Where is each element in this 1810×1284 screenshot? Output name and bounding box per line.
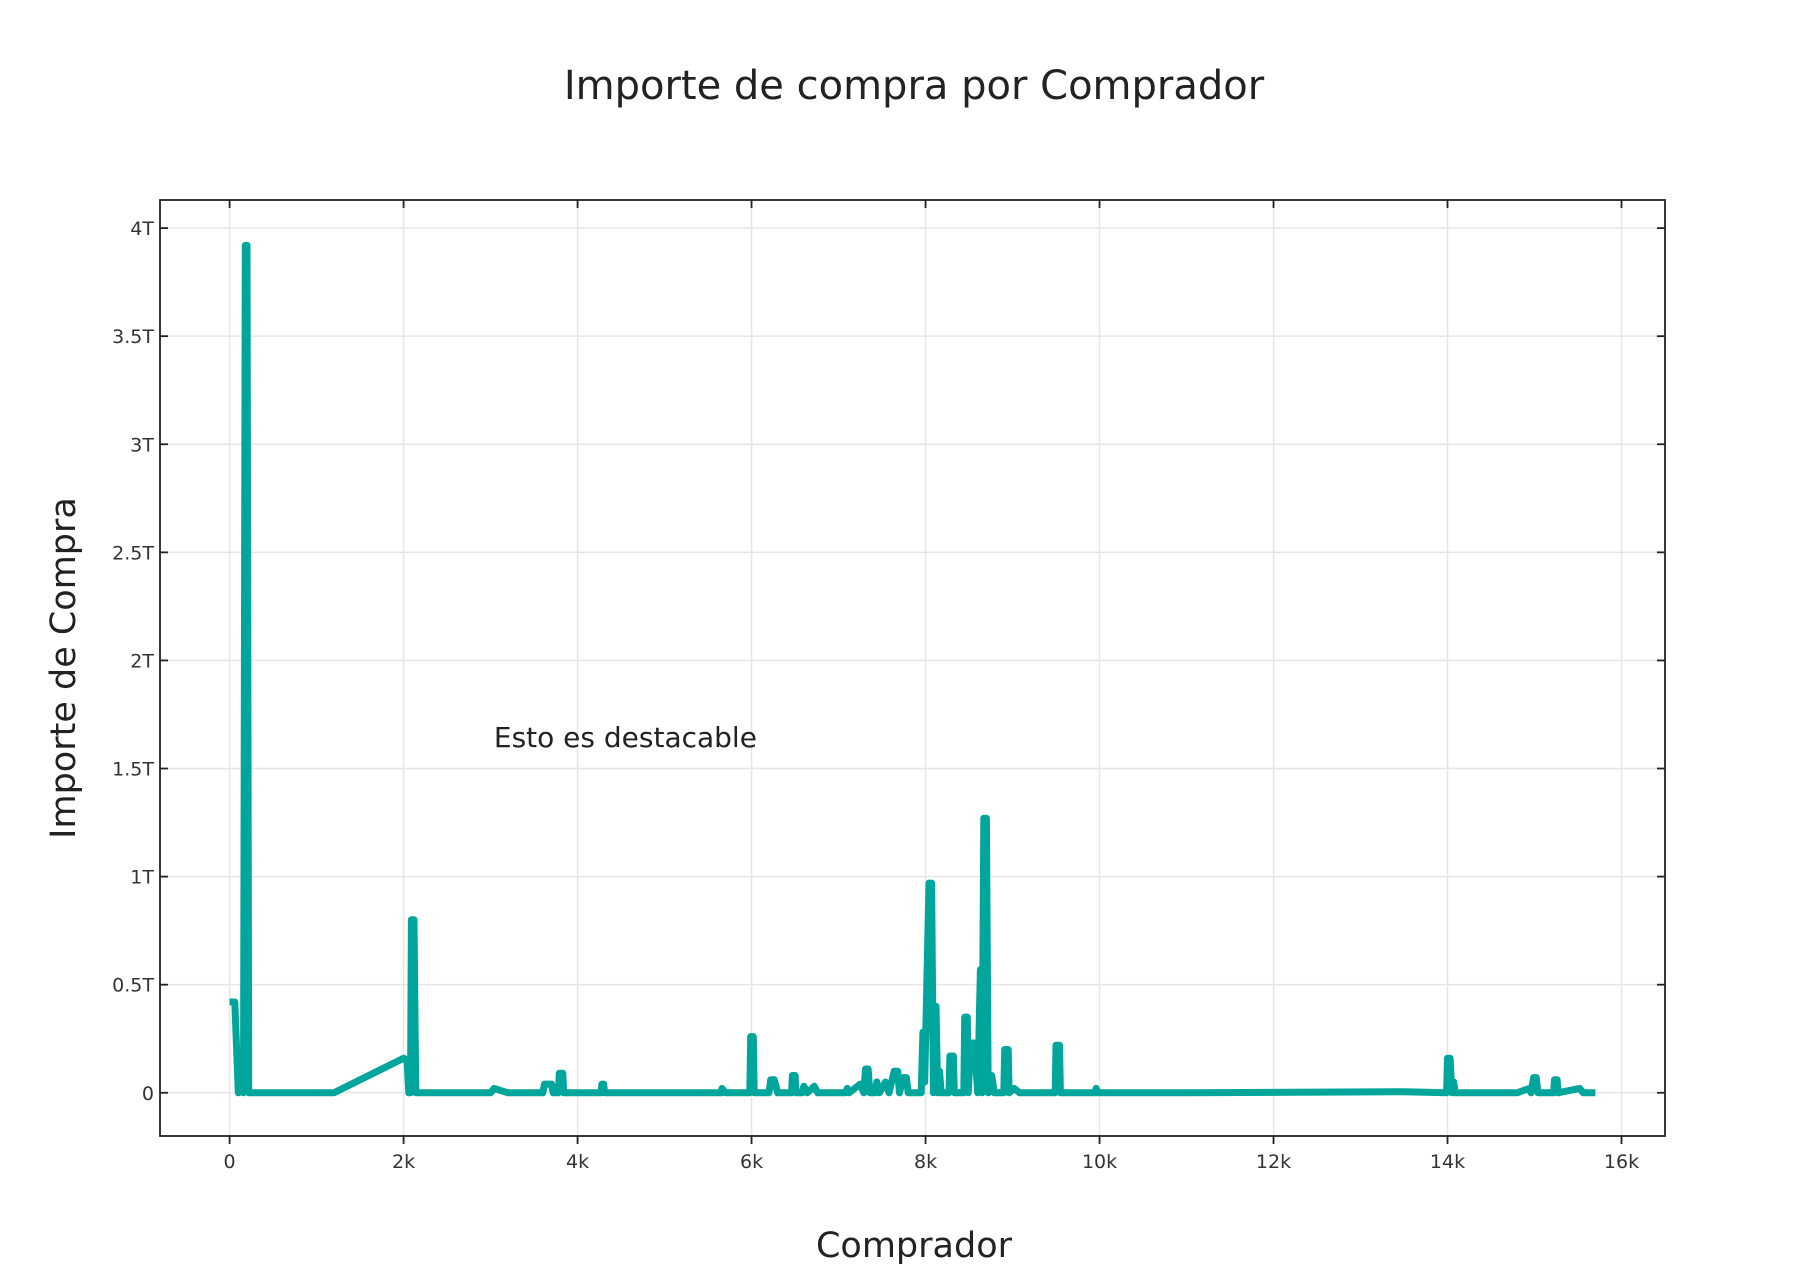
series-line-0 [229,241,1596,1097]
x-tick-label: 16k [1604,1151,1639,1173]
series-group [229,241,1596,1097]
x-tick-label: 4k [566,1151,589,1173]
chart-annotation: Esto es destacable [494,721,757,754]
plot-frame [159,199,1666,1137]
y-tick-label: 1.5T [112,759,154,781]
x-tick-label: 0 [224,1151,236,1173]
y-tick-label: 0.5T [112,975,154,997]
y-tick-label: 2.5T [112,542,154,564]
x-tick-label: 14k [1430,1151,1465,1173]
x-tick-label: 6k [740,1151,763,1173]
y-tick-label: 1T [130,867,154,889]
y-tick-label: 4T [130,218,154,240]
x-tick-label: 8k [914,1151,937,1173]
x-tick-label: 2k [392,1151,415,1173]
y-tick-label: 2T [130,650,154,672]
x-axis-title: Comprador [816,1226,1013,1266]
y-axis-title: Importe de Compra [44,497,84,839]
y-tick-label: 3T [130,434,154,456]
x-tick-label: 10k [1082,1151,1117,1173]
axis-ticks: 0 2k 4k 6k 8k 10k 12k 14k 16k 0 0.5T 1T 1.5T 2T 2.5T 3T… [112,200,1665,1173]
x-tick-label: 12k [1256,1151,1291,1173]
grid-lines [160,200,1665,1136]
y-tick-label: 0 [142,1083,154,1105]
chart-title: Importe de compra por Comprador [564,63,1265,109]
y-tick-label: 3.5T [112,326,154,348]
